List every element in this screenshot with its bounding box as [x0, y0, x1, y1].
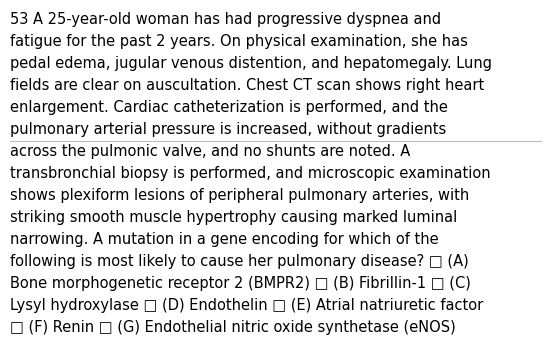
Text: pulmonary arterial pressure is increased, without gradients: pulmonary arterial pressure is increased… [10, 122, 446, 137]
Text: pedal edema, jugular venous distention, and hepatomegaly. Lung: pedal edema, jugular venous distention, … [10, 56, 492, 71]
Text: shows plexiform lesions of peripheral pulmonary arteries, with: shows plexiform lesions of peripheral pu… [10, 188, 469, 203]
Text: narrowing. A mutation in a gene encoding for which of the: narrowing. A mutation in a gene encoding… [10, 232, 439, 247]
Text: striking smooth muscle hypertrophy causing marked luminal: striking smooth muscle hypertrophy causi… [10, 210, 457, 225]
Text: Bone morphogenetic receptor 2 (BMPR2) □ (B) Fibrillin-1 □ (C): Bone morphogenetic receptor 2 (BMPR2) □ … [10, 276, 471, 291]
Text: enlargement. Cardiac catheterization is performed, and the: enlargement. Cardiac catheterization is … [10, 100, 448, 115]
Text: fields are clear on auscultation. Chest CT scan shows right heart: fields are clear on auscultation. Chest … [10, 78, 484, 93]
Text: following is most likely to cause her pulmonary disease? □ (A): following is most likely to cause her pu… [10, 254, 469, 269]
Text: Lysyl hydroxylase □ (D) Endothelin □ (E) Atrial natriuretic factor: Lysyl hydroxylase □ (D) Endothelin □ (E)… [10, 298, 483, 313]
Text: □ (F) Renin □ (G) Endothelial nitric oxide synthetase (eNOS): □ (F) Renin □ (G) Endothelial nitric oxi… [10, 320, 456, 335]
Text: across the pulmonic valve, and no shunts are noted. A: across the pulmonic valve, and no shunts… [10, 144, 410, 159]
Text: fatigue for the past 2 years. On physical examination, she has: fatigue for the past 2 years. On physica… [10, 34, 468, 49]
Text: 53 A 25-year-old woman has had progressive dyspnea and: 53 A 25-year-old woman has had progressi… [10, 12, 441, 27]
Text: transbronchial biopsy is performed, and microscopic examination: transbronchial biopsy is performed, and … [10, 166, 490, 181]
